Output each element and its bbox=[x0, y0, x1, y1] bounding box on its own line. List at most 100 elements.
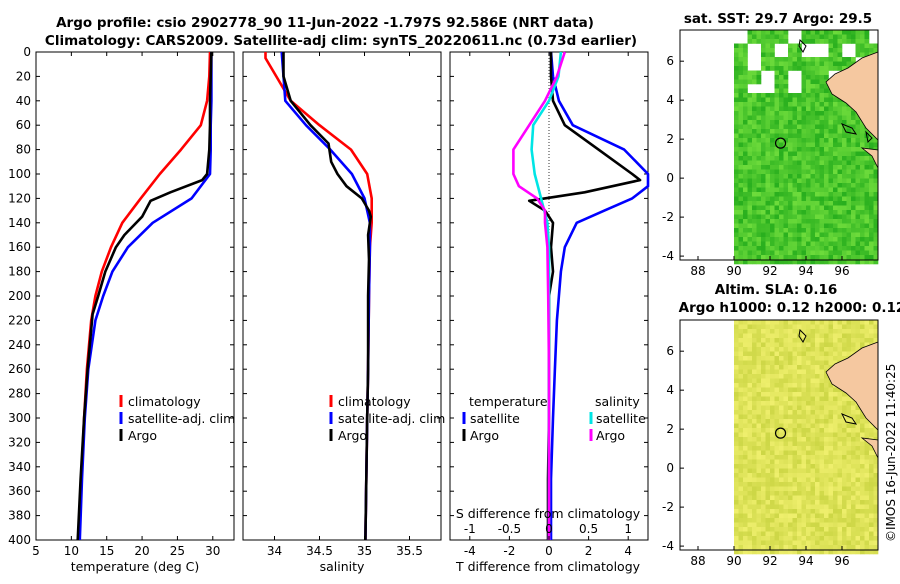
heatmap-cell bbox=[828, 102, 834, 107]
heatmap-cell bbox=[797, 120, 802, 125]
heatmap-cell bbox=[842, 491, 847, 496]
heatmap-cell bbox=[828, 320, 834, 325]
heatmap-cell bbox=[815, 255, 820, 260]
heatmap-cell bbox=[873, 138, 879, 143]
heatmap-cell bbox=[833, 43, 838, 49]
heatmap-cell bbox=[864, 419, 870, 424]
heatmap-cell bbox=[864, 178, 870, 184]
heatmap-cell bbox=[855, 504, 861, 510]
heatmap-cell bbox=[869, 214, 874, 220]
heatmap-cell bbox=[752, 174, 757, 179]
heatmap-cell bbox=[828, 219, 834, 224]
heatmap-cell bbox=[738, 52, 744, 58]
heatmap-cell bbox=[828, 396, 834, 402]
heatmap-cell bbox=[833, 518, 838, 523]
heatmap-cell bbox=[806, 151, 811, 157]
heatmap-cell bbox=[792, 255, 798, 260]
heatmap-cell bbox=[819, 93, 825, 98]
heatmap-cell bbox=[738, 338, 744, 343]
heatmap-cell bbox=[756, 428, 762, 433]
heatmap-cell bbox=[734, 187, 739, 193]
heatmap-cell bbox=[833, 160, 838, 166]
heatmap-cell bbox=[869, 473, 874, 478]
heatmap-cell bbox=[738, 342, 744, 348]
heatmap-cell bbox=[797, 142, 802, 148]
heatmap-cell bbox=[842, 324, 847, 330]
heatmap-cell bbox=[815, 320, 820, 325]
heatmap-cell bbox=[860, 160, 865, 166]
heatmap-cell bbox=[801, 66, 807, 71]
heatmap-cell bbox=[788, 43, 793, 49]
heatmap-cell bbox=[747, 351, 753, 357]
heatmap-cell bbox=[774, 365, 780, 370]
heatmap-cell bbox=[788, 241, 793, 247]
heatmap-cell bbox=[783, 88, 789, 94]
heatmap-cell bbox=[770, 30, 775, 35]
heatmap-cell bbox=[860, 196, 865, 202]
heatmap-cell bbox=[774, 88, 780, 94]
heatmap-cell bbox=[810, 34, 816, 40]
heatmap-cell bbox=[761, 518, 766, 523]
heatmap-cell bbox=[743, 500, 748, 505]
heatmap-cell bbox=[806, 527, 811, 532]
heatmap-cell bbox=[806, 183, 811, 188]
salinity-series bbox=[264, 51, 374, 541]
heatmap-cell bbox=[837, 138, 843, 143]
heatmap-cell bbox=[851, 259, 856, 265]
heatmap-cell bbox=[788, 201, 793, 206]
heatmap-cell bbox=[815, 102, 820, 107]
heatmap-cell bbox=[801, 405, 807, 411]
heatmap-cell bbox=[752, 156, 757, 161]
heatmap-cell bbox=[752, 329, 757, 334]
heatmap-cell bbox=[815, 30, 820, 35]
heatmap-cell bbox=[770, 513, 775, 519]
heatmap-cell bbox=[792, 491, 798, 496]
heatmap-cell bbox=[833, 387, 838, 393]
heatmap-cell bbox=[810, 214, 816, 220]
heatmap-cell bbox=[873, 432, 879, 438]
heatmap-cell bbox=[837, 241, 843, 247]
heatmap-cell bbox=[779, 437, 784, 442]
heatmap-cell bbox=[833, 536, 838, 541]
heatmap-cell bbox=[752, 527, 757, 532]
heatmap-cell bbox=[765, 205, 771, 211]
heatmap-cell bbox=[761, 30, 766, 35]
heatmap-cell bbox=[765, 360, 771, 366]
heatmap-cell bbox=[869, 223, 874, 229]
heatmap-cell bbox=[747, 473, 753, 478]
heatmap-cell bbox=[761, 223, 766, 229]
heatmap-cell bbox=[851, 437, 856, 442]
heatmap-cell bbox=[828, 30, 834, 35]
heatmap-cell bbox=[788, 97, 793, 103]
heatmap-cell bbox=[765, 165, 771, 170]
heatmap-cell bbox=[810, 356, 816, 361]
heatmap-cell bbox=[864, 214, 870, 220]
heatmap-cell bbox=[738, 468, 744, 474]
heatmap-cell bbox=[770, 259, 775, 265]
heatmap-cell bbox=[819, 30, 825, 35]
heatmap-cell bbox=[851, 232, 856, 238]
heatmap-cell bbox=[864, 259, 870, 265]
heatmap-cell bbox=[819, 34, 825, 40]
heatmap-cell bbox=[864, 151, 870, 157]
map-x-tick-label: 94 bbox=[798, 264, 813, 278]
heatmap-cell bbox=[846, 165, 852, 170]
heatmap-cell bbox=[851, 477, 856, 483]
heatmap-cell bbox=[810, 320, 816, 325]
heatmap-cell bbox=[788, 138, 793, 143]
heatmap-cell bbox=[819, 133, 825, 139]
heatmap-cell bbox=[837, 482, 843, 487]
heatmap-cell bbox=[819, 432, 825, 438]
heatmap-cell bbox=[783, 133, 789, 139]
heatmap-cell bbox=[743, 237, 748, 242]
heatmap-cell bbox=[855, 124, 861, 130]
heatmap-cell bbox=[819, 365, 825, 370]
heatmap-cell bbox=[761, 66, 766, 71]
heatmap-cell bbox=[837, 187, 843, 193]
heatmap-cell bbox=[810, 241, 816, 247]
heatmap-cell bbox=[860, 459, 865, 465]
heatmap-cell bbox=[738, 61, 744, 67]
heatmap-cell bbox=[756, 495, 762, 501]
heatmap-cell bbox=[747, 115, 753, 121]
heatmap-cell bbox=[752, 246, 757, 251]
